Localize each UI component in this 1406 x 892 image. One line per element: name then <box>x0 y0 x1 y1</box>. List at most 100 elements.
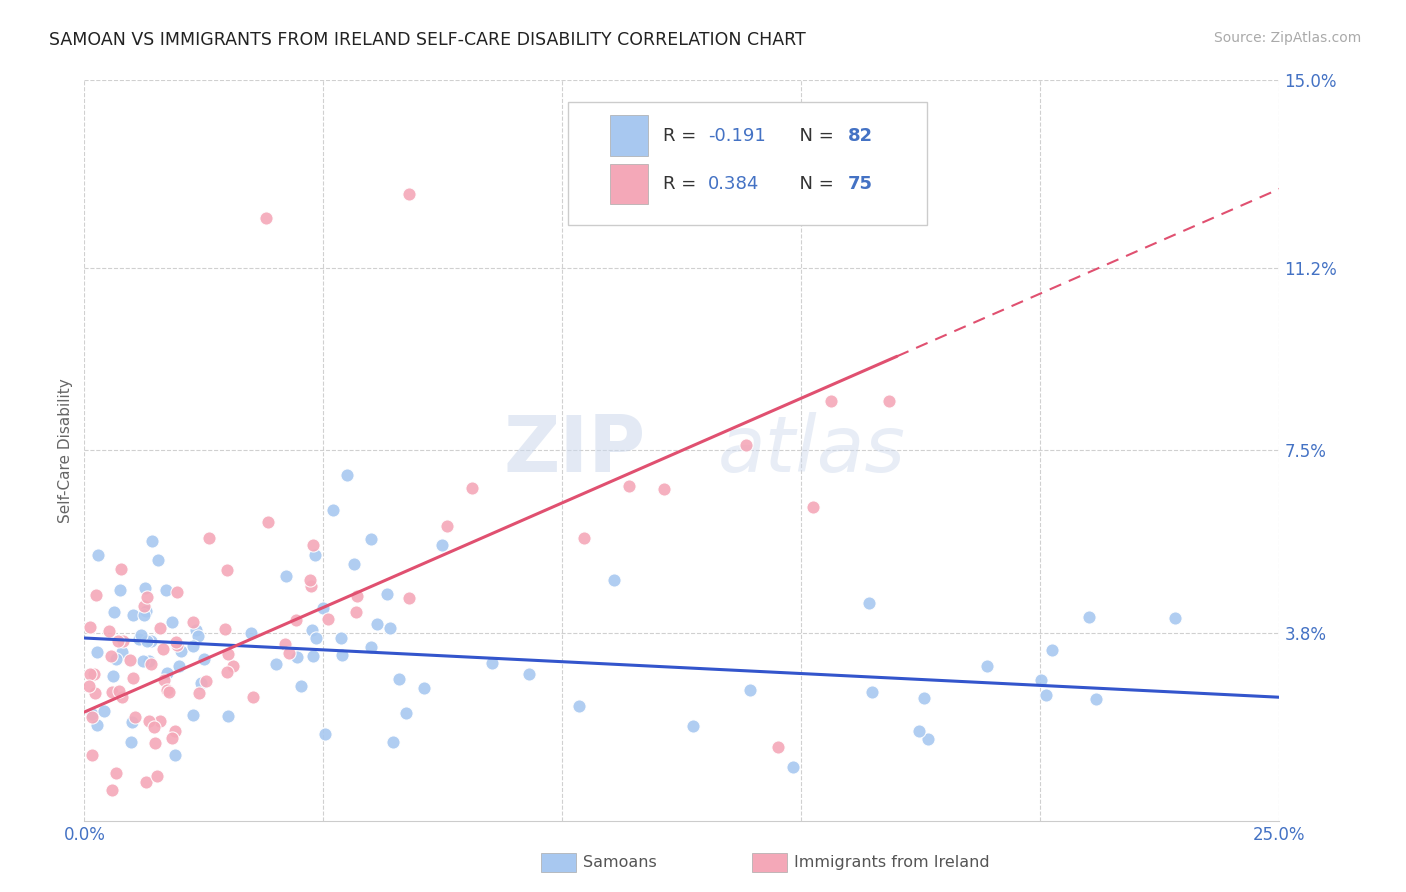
Text: atlas: atlas <box>718 412 905 489</box>
Point <box>181 615 204 630</box>
Point <box>86 718 108 732</box>
Point <box>135 604 157 618</box>
FancyBboxPatch shape <box>610 163 648 204</box>
Point <box>254 211 277 226</box>
Point <box>481 656 503 670</box>
Point <box>290 679 312 693</box>
Point <box>101 685 124 699</box>
Text: SAMOAN VS IMMIGRANTS FROM IRELAND SELF-CARE DISABILITY CORRELATION CHART: SAMOAN VS IMMIGRANTS FROM IRELAND SELF-C… <box>49 31 806 49</box>
Point <box>183 708 205 723</box>
Point <box>84 588 107 602</box>
Point <box>79 620 101 634</box>
Point <box>139 634 162 648</box>
Point <box>135 775 157 789</box>
Point <box>143 736 166 750</box>
Point <box>277 646 299 660</box>
Point <box>148 621 170 635</box>
Point <box>141 534 163 549</box>
Point <box>107 684 129 698</box>
Point <box>138 654 160 668</box>
Point <box>395 706 418 721</box>
Point <box>166 584 188 599</box>
Point <box>734 438 756 452</box>
Point <box>305 631 328 645</box>
Point <box>1035 688 1057 702</box>
Point <box>101 669 124 683</box>
FancyBboxPatch shape <box>568 103 927 225</box>
Point <box>165 634 187 648</box>
Point <box>907 724 929 739</box>
Point <box>413 681 436 695</box>
Point <box>242 690 264 704</box>
Point <box>1164 611 1187 625</box>
Point <box>146 553 169 567</box>
Point <box>120 735 142 749</box>
Point <box>108 582 131 597</box>
Point <box>193 652 215 666</box>
Point <box>766 739 789 754</box>
Text: Samoans: Samoans <box>583 855 657 870</box>
Point <box>917 731 939 746</box>
Point <box>877 394 900 409</box>
Text: R =: R = <box>662 127 702 145</box>
Point <box>132 607 155 622</box>
Point <box>146 769 169 783</box>
Point <box>167 658 190 673</box>
Point <box>284 613 307 627</box>
Point <box>80 706 103 721</box>
Point <box>121 671 143 685</box>
Point <box>183 639 205 653</box>
Point <box>153 673 176 687</box>
Point <box>100 648 122 663</box>
Point <box>276 569 298 583</box>
Point <box>156 665 179 680</box>
Point <box>214 622 236 636</box>
Point <box>139 657 162 672</box>
Point <box>100 782 122 797</box>
Point <box>215 563 238 577</box>
Point <box>142 720 165 734</box>
Text: 82: 82 <box>848 127 873 145</box>
Point <box>79 666 101 681</box>
Point <box>165 748 187 763</box>
Point <box>156 683 179 698</box>
Point <box>195 674 218 689</box>
Text: 0.384: 0.384 <box>709 175 759 193</box>
Y-axis label: Self-Care Disability: Self-Care Disability <box>58 378 73 523</box>
Point <box>343 558 366 572</box>
Point <box>120 653 142 667</box>
Point <box>1040 642 1063 657</box>
Point <box>782 760 804 774</box>
Point <box>380 622 402 636</box>
Point <box>162 731 184 745</box>
Point <box>1084 691 1107 706</box>
Point <box>135 634 157 648</box>
Point <box>93 704 115 718</box>
Point <box>82 748 104 763</box>
Point <box>301 624 323 638</box>
Point <box>103 605 125 619</box>
Point <box>166 638 188 652</box>
Text: Immigrants from Ireland: Immigrants from Ireland <box>794 855 990 870</box>
Point <box>105 765 128 780</box>
Point <box>134 599 156 613</box>
Point <box>1029 673 1052 687</box>
Point <box>215 665 238 679</box>
Point <box>285 650 308 665</box>
Point <box>152 641 174 656</box>
Point <box>304 548 326 562</box>
Point <box>314 727 336 741</box>
Point <box>124 709 146 723</box>
Point <box>652 483 675 497</box>
Point <box>274 637 297 651</box>
Point <box>344 606 367 620</box>
Point <box>388 673 411 687</box>
Point <box>330 648 353 663</box>
Point <box>256 516 278 530</box>
Point <box>170 644 193 658</box>
Point <box>302 537 325 551</box>
Point <box>382 735 405 749</box>
Point <box>858 596 880 610</box>
Point <box>187 686 209 700</box>
Point <box>312 601 335 615</box>
